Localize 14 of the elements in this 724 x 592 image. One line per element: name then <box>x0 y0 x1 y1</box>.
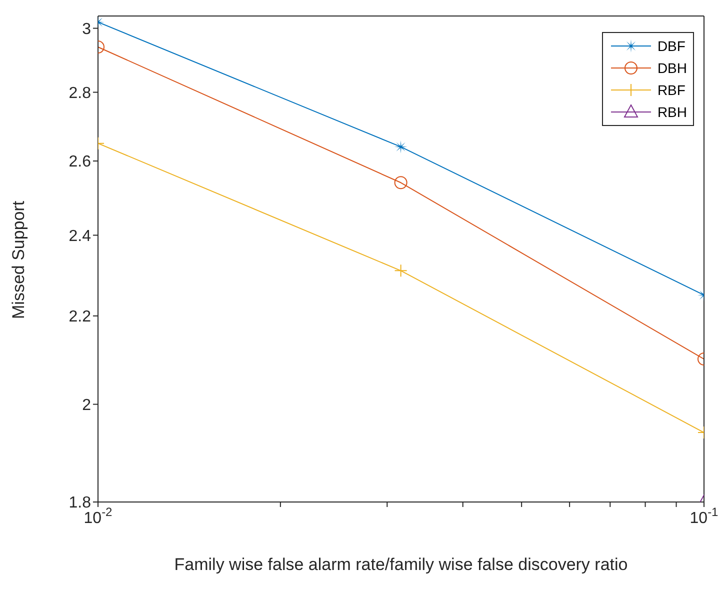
legend-label: DBF <box>657 38 686 54</box>
y-tick-label: 1.8 <box>68 494 92 512</box>
y-tick-label: 2.4 <box>68 228 92 245</box>
y-tick-label: 2 <box>82 396 92 414</box>
y-axis-title: Missed Support <box>9 200 28 319</box>
x-tick-label: 10$^{-1}$ <box>690 505 719 527</box>
legend-label: RBF <box>657 82 686 98</box>
y-tick-label: 2.2 <box>68 308 92 326</box>
legend-label: DBH <box>657 60 687 76</box>
legend-label: RBH <box>657 104 687 120</box>
x-axis-title: Family wise false alarm rate/family wise false discovery ratio <box>174 555 628 574</box>
y-tick-label: 2.8 <box>68 84 92 102</box>
y-tick-label: 3 <box>82 20 92 38</box>
y-tick-label: 2.6 <box>68 154 92 171</box>
